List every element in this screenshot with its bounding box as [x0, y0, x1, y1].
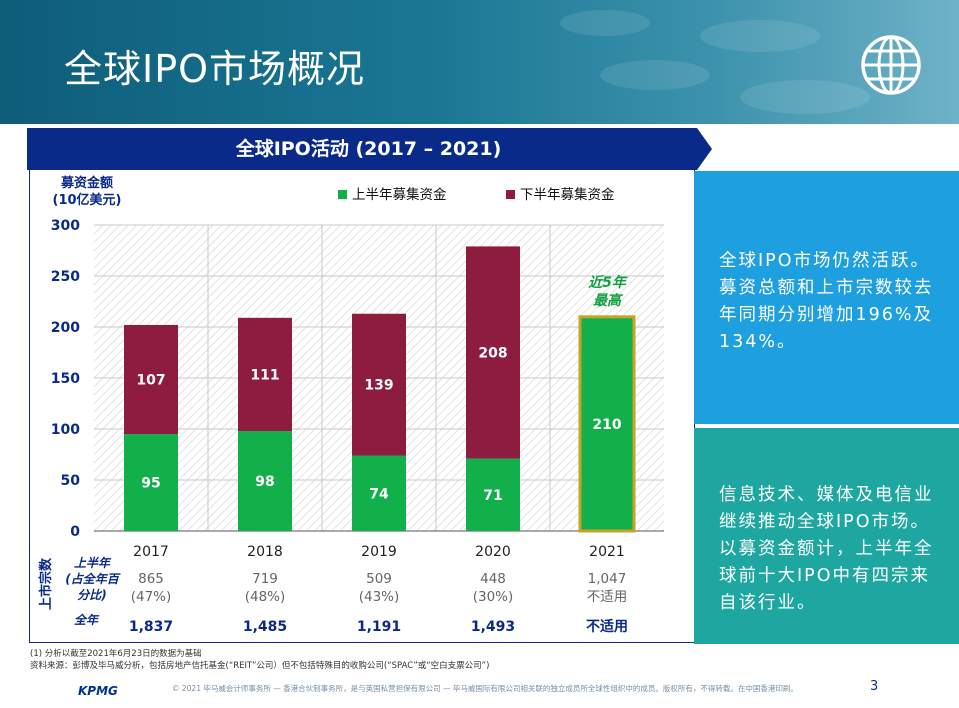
deals-full-year-value: 1,493	[471, 619, 515, 635]
row-label-full-year: 全年	[74, 613, 100, 627]
x-tick-label: 2018	[247, 544, 283, 560]
copyright-text: © 2021 毕马威会计师事务所 — 香港合伙制事务所，是与英国私营担保有限公司…	[172, 684, 798, 693]
header-banner: 全球IPO市场概况	[0, 0, 959, 124]
y-tick-label: 300	[51, 218, 80, 234]
data-label: 208	[478, 346, 507, 362]
deals-first-half-share: (30%)	[473, 589, 514, 605]
x-tick-label: 2019	[361, 544, 397, 560]
y-tick-label: 200	[51, 320, 80, 336]
deals-first-half-share: (43%)	[359, 589, 400, 605]
deals-table: 上市宗数 上半年 (占全年百 分比) 全年 865 (47%) 1,837 719 (4…	[38, 556, 628, 635]
x-tick-label: 2017	[133, 544, 169, 560]
data-label: 71	[483, 488, 502, 504]
legend-label-first-half: 上半年募集资金	[352, 187, 447, 203]
y-tick-label: 150	[51, 371, 80, 387]
chart-svg: 募资金额 (10亿美元) 上半年募集资金 下半年募集资金 0 50 100 150 20…	[38, 175, 664, 635]
bar-2018-second-half	[238, 317, 292, 432]
deals-side-label: 上市宗数	[38, 557, 54, 610]
data-label: 98	[255, 474, 274, 490]
x-tick-label: 2020	[475, 544, 511, 560]
deals-first-half-value: 1,047	[588, 571, 627, 587]
deals-first-half-value: 719	[252, 571, 278, 587]
bar-2020-second-half	[466, 246, 520, 459]
footnote-source: 资料来源：彭博及毕马威分析，包括房地产信托基金(“REIT”公司）但不包括特殊目…	[30, 661, 490, 671]
bar-2019-second-half	[352, 313, 406, 456]
deals-first-half-value: 509	[366, 571, 392, 587]
plot-area: 0 50 100 150 200 250 300 95 107 2017 98 111 2018 74 13…	[51, 218, 664, 560]
data-label: 111	[250, 367, 279, 383]
side-panel-tmt-summary: 信息技术、媒体及电信业继续推动全球IPO市场。以募资金额计，上半年全球前十大IP…	[694, 428, 959, 644]
data-label: 95	[141, 476, 160, 492]
side-panel-text-1: 全球IPO市场仍然活跃。募资总额和上市宗数较去年同期分别增加196%及134%。	[719, 251, 934, 352]
bar-2017-first-half	[124, 434, 178, 531]
bar-2020-first-half	[466, 458, 520, 531]
row-label-first-half-line-1: 上半年	[74, 556, 112, 570]
bar-2019-first-half	[352, 455, 406, 531]
bar-2018-first-half	[238, 431, 292, 531]
data-label: 139	[364, 378, 393, 394]
row-label-first-half-line-3: 分比)	[77, 588, 107, 602]
deals-full-year-value: 1,485	[243, 619, 287, 635]
y-axis-label-line-2: (10亿美元)	[53, 192, 122, 208]
page-title: 全球IPO市场概况	[64, 47, 366, 91]
y-tick-label: 100	[51, 422, 80, 438]
annotation-label: 近5年	[588, 274, 628, 291]
data-label: 210	[592, 417, 621, 433]
deals-first-half-value: 448	[480, 571, 506, 587]
x-tick-label: 2021	[589, 544, 625, 560]
side-panel-market-summary: 全球IPO市场仍然活跃。募资总额和上市宗数较去年同期分别增加196%及134%。	[694, 171, 959, 424]
chart-panel: 募资金额 (10亿美元) 上半年募集资金 下半年募集资金 0 50 100 150 20…	[29, 170, 695, 643]
y-tick-label: 250	[51, 269, 80, 285]
y-tick-label: 50	[61, 473, 81, 489]
y-axis-label-line-1: 募资金额	[60, 175, 113, 191]
deals-full-year-value: 不适用	[586, 618, 628, 635]
deals-full-year-value: 1,837	[129, 619, 173, 635]
legend-swatch-first-half	[338, 190, 347, 199]
data-label: 107	[136, 373, 165, 389]
bar-2017-second-half	[124, 324, 178, 435]
page-number: 3	[870, 679, 879, 694]
chart-title: 全球IPO活动 (2017 – 2021)	[235, 138, 502, 160]
deals-first-half-value: 865	[138, 571, 164, 587]
side-panel-text-2: 信息技术、媒体及电信业继续推动全球IPO市场。以募资金额计，上半年全球前十大IP…	[719, 485, 934, 613]
legend-label-second-half: 下半年募集资金	[520, 187, 615, 203]
legend-swatch-second-half	[506, 190, 515, 199]
footnote-1: (1) 分析以截至2021年6月23日的数据为基础	[30, 649, 202, 659]
data-label: 74	[369, 486, 389, 502]
bar-2021-first-half	[578, 315, 636, 533]
row-label-first-half-line-2: (占全年百	[65, 572, 120, 586]
annotation-label: 最高	[593, 292, 624, 309]
y-tick-label: 0	[70, 524, 80, 540]
deals-full-year-value: 1,191	[357, 619, 401, 635]
deals-first-half-share: 不适用	[587, 589, 628, 605]
deals-first-half-share: (48%)	[245, 589, 286, 605]
deals-first-half-share: (47%)	[131, 589, 172, 605]
kpmg-logo: KPMG	[78, 684, 118, 698]
globe-icon	[861, 35, 921, 95]
footnotes: (1) 分析以截至2021年6月23日的数据为基础 资料来源：彭博及毕马威分析，…	[30, 648, 489, 672]
